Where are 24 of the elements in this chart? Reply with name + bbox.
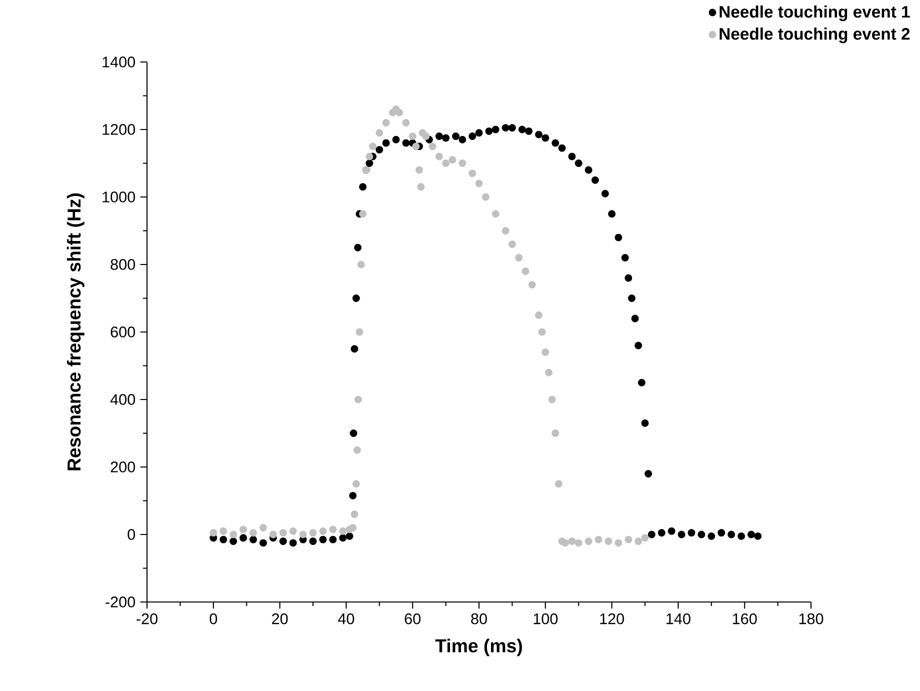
y-tick-label: 800 xyxy=(110,259,136,270)
y-tick-label: 200 xyxy=(110,462,136,472)
y-axis-title: Resonance frequency shift (Hz) xyxy=(66,193,84,470)
x-tick-label: 40 xyxy=(338,613,354,624)
y-tick-label: 400 xyxy=(110,394,136,405)
x-tick-label: 100 xyxy=(534,613,558,624)
y-tick-label: 1200 xyxy=(102,124,136,135)
y-tick-label: 600 xyxy=(110,326,136,338)
y-tick-label: 0 xyxy=(128,529,136,540)
x-tick-label: -20 xyxy=(136,613,158,624)
legend-label: Needle touching event 2 xyxy=(720,28,910,44)
x-tick-label: 80 xyxy=(471,613,487,624)
x-tick-label: 140 xyxy=(666,613,690,624)
x-tick-label: 60 xyxy=(404,613,421,624)
y-tick-label: -200 xyxy=(106,596,136,608)
x-tick-label: 0 xyxy=(210,613,218,624)
x-axis-title: Time (ms) xyxy=(435,638,522,656)
y-tick-label: 1000 xyxy=(102,192,136,202)
x-tick-label: 160 xyxy=(732,613,757,624)
y-tick-label: 1400 xyxy=(102,56,136,68)
legend-label: Needle touching event 1 xyxy=(720,5,910,22)
x-tick-label: 180 xyxy=(799,613,824,624)
x-tick-label: 20 xyxy=(272,613,288,624)
x-tick-label: 120 xyxy=(600,613,624,624)
